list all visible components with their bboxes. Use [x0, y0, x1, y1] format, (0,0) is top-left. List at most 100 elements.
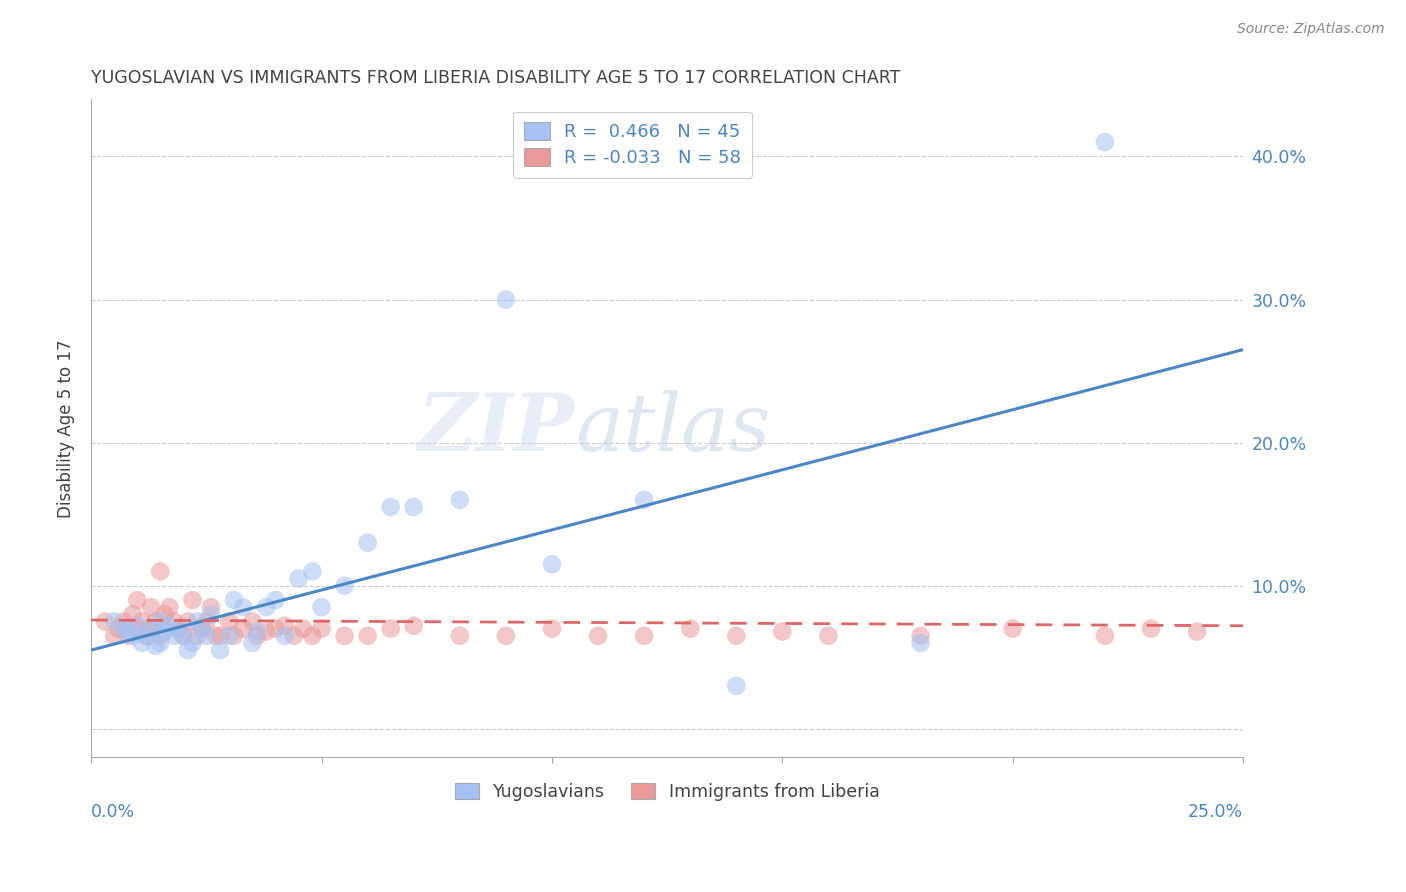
Point — [167, 622, 190, 636]
Point — [153, 607, 176, 622]
Point — [159, 600, 181, 615]
Point — [283, 629, 305, 643]
Point — [195, 629, 218, 643]
Point — [153, 624, 176, 639]
Point — [127, 622, 149, 636]
Point — [112, 622, 135, 636]
Point — [301, 565, 323, 579]
Point — [209, 643, 232, 657]
Point — [195, 615, 218, 629]
Point — [242, 636, 264, 650]
Point — [770, 624, 793, 639]
Text: YUGOSLAVIAN VS IMMIGRANTS FROM LIBERIA DISABILITY AGE 5 TO 17 CORRELATION CHART: YUGOSLAVIAN VS IMMIGRANTS FROM LIBERIA D… — [91, 69, 900, 87]
Point — [177, 643, 200, 657]
Point — [200, 607, 222, 622]
Point — [135, 629, 157, 643]
Point — [159, 619, 181, 633]
Point — [103, 615, 125, 629]
Point — [380, 500, 402, 514]
Point — [145, 639, 167, 653]
Point — [333, 579, 356, 593]
Point — [117, 624, 139, 639]
Point — [112, 615, 135, 629]
Point — [287, 572, 309, 586]
Point — [139, 622, 162, 636]
Point — [586, 629, 609, 643]
Point — [209, 629, 232, 643]
Point — [127, 593, 149, 607]
Point — [273, 619, 295, 633]
Point — [495, 629, 517, 643]
Point — [200, 600, 222, 615]
Point — [186, 615, 208, 629]
Point — [264, 622, 287, 636]
Point — [103, 629, 125, 643]
Point — [495, 293, 517, 307]
Point — [380, 622, 402, 636]
Point — [186, 629, 208, 643]
Point — [149, 565, 172, 579]
Point — [679, 622, 702, 636]
Point — [131, 636, 153, 650]
Point — [311, 622, 333, 636]
Point — [449, 492, 471, 507]
Point — [1140, 622, 1163, 636]
Point — [163, 629, 186, 643]
Point — [725, 629, 748, 643]
Point — [181, 593, 204, 607]
Point — [1094, 135, 1116, 149]
Text: 25.0%: 25.0% — [1188, 804, 1243, 822]
Point — [541, 558, 564, 572]
Point — [254, 624, 277, 639]
Point — [246, 624, 269, 639]
Point — [633, 492, 655, 507]
Point — [449, 629, 471, 643]
Point — [232, 600, 254, 615]
Point — [333, 629, 356, 643]
Point — [177, 615, 200, 629]
Text: ZIP: ZIP — [418, 390, 575, 467]
Point — [222, 629, 245, 643]
Point — [127, 619, 149, 633]
Point — [356, 535, 378, 549]
Point — [218, 629, 240, 643]
Point — [222, 593, 245, 607]
Point — [301, 629, 323, 643]
Point — [135, 629, 157, 643]
Point — [149, 629, 172, 643]
Point — [149, 615, 172, 629]
Point — [163, 615, 186, 629]
Point — [190, 622, 212, 636]
Point — [1185, 624, 1208, 639]
Point — [121, 607, 143, 622]
Point — [633, 629, 655, 643]
Point — [725, 679, 748, 693]
Point — [131, 615, 153, 629]
Legend: Yugoslavians, Immigrants from Liberia: Yugoslavians, Immigrants from Liberia — [447, 776, 887, 808]
Point — [273, 629, 295, 643]
Text: Source: ZipAtlas.com: Source: ZipAtlas.com — [1237, 22, 1385, 37]
Point — [1001, 622, 1024, 636]
Point — [167, 622, 190, 636]
Point — [139, 622, 162, 636]
Point — [541, 622, 564, 636]
Point — [94, 615, 117, 629]
Point — [254, 600, 277, 615]
Point — [242, 615, 264, 629]
Point — [172, 629, 194, 643]
Point — [292, 622, 315, 636]
Text: atlas: atlas — [575, 390, 770, 467]
Point — [190, 622, 212, 636]
Point — [204, 629, 226, 643]
Point — [356, 629, 378, 643]
Point — [402, 500, 425, 514]
Point — [910, 636, 932, 650]
Point — [264, 593, 287, 607]
Point — [145, 615, 167, 629]
Point — [402, 619, 425, 633]
Point — [181, 636, 204, 650]
Point — [910, 629, 932, 643]
Point — [172, 629, 194, 643]
Point — [218, 615, 240, 629]
Point — [107, 622, 129, 636]
